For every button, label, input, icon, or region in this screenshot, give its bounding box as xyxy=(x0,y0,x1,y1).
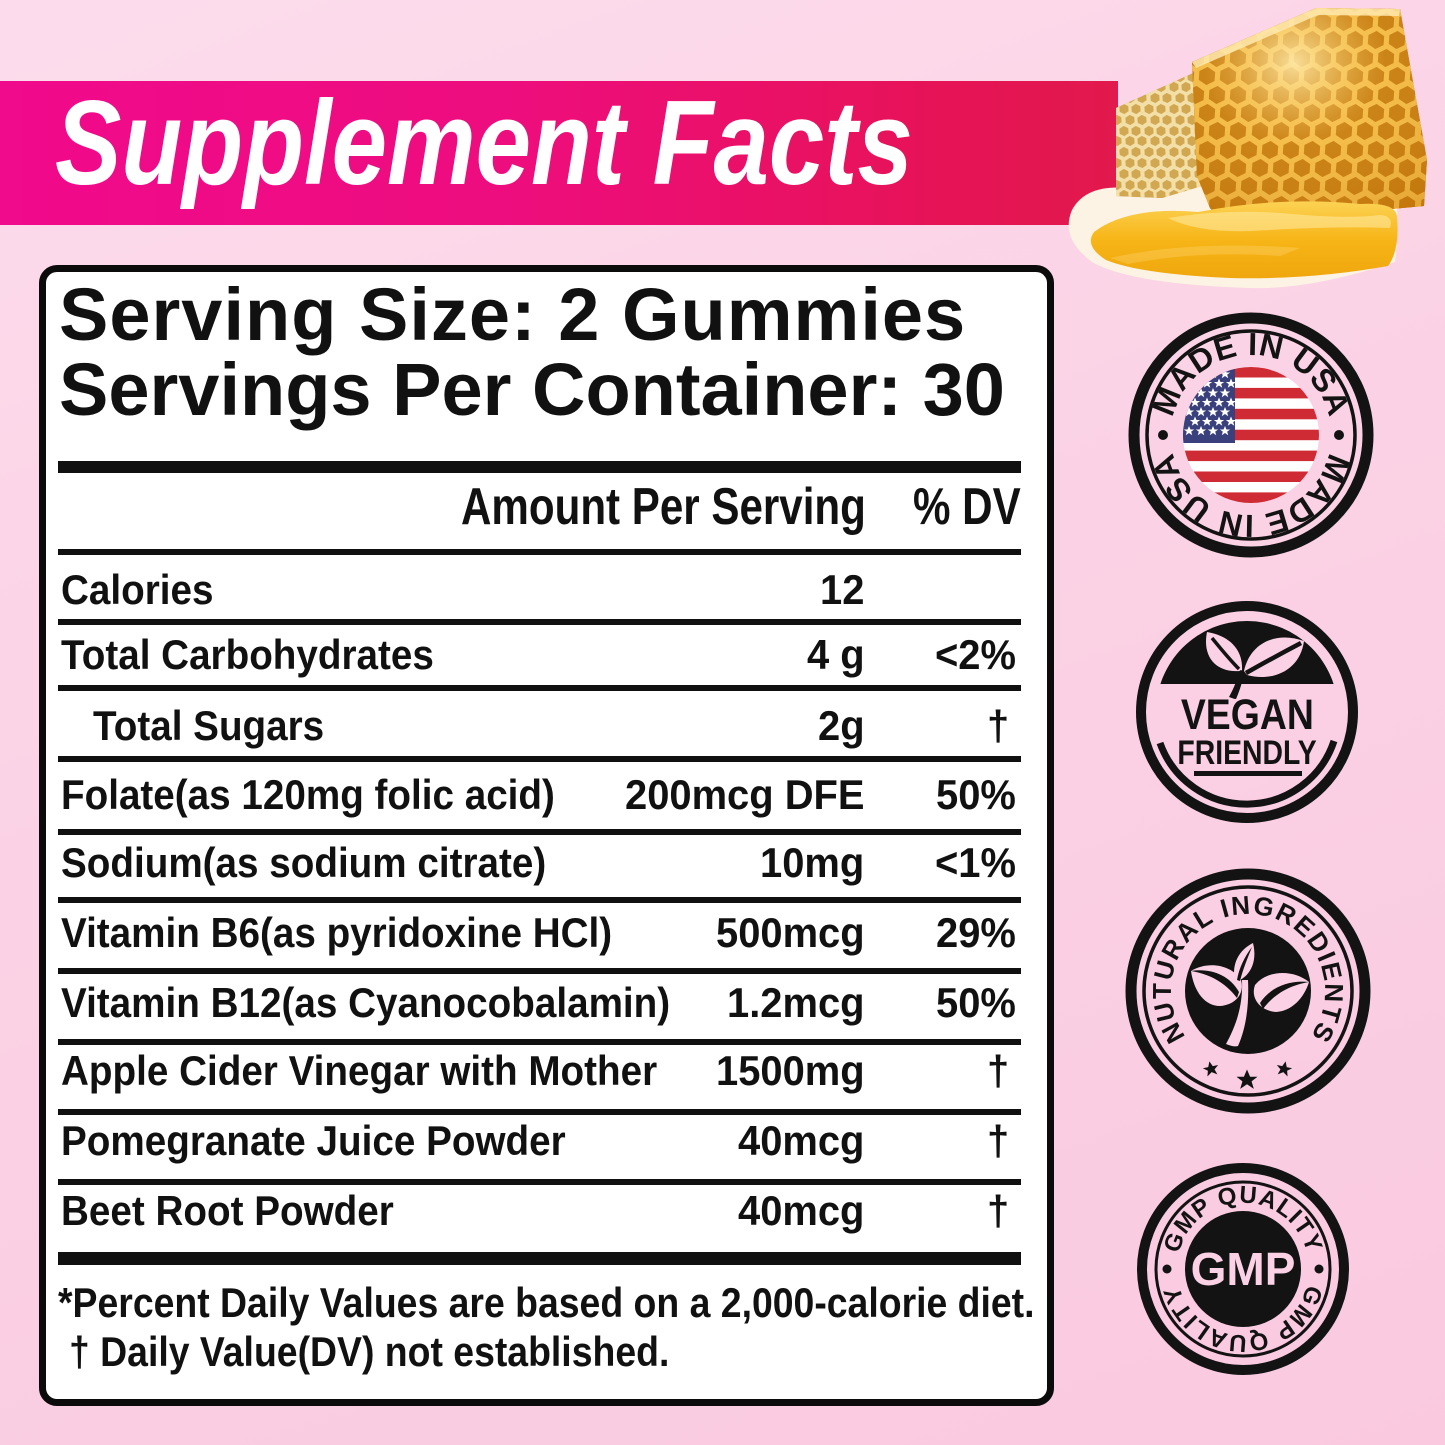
svg-text:GMP: GMP xyxy=(1191,1243,1296,1295)
svg-text:FRIENDLY: FRIENDLY xyxy=(1177,734,1316,772)
svg-text:VEGAN: VEGAN xyxy=(1181,691,1314,739)
